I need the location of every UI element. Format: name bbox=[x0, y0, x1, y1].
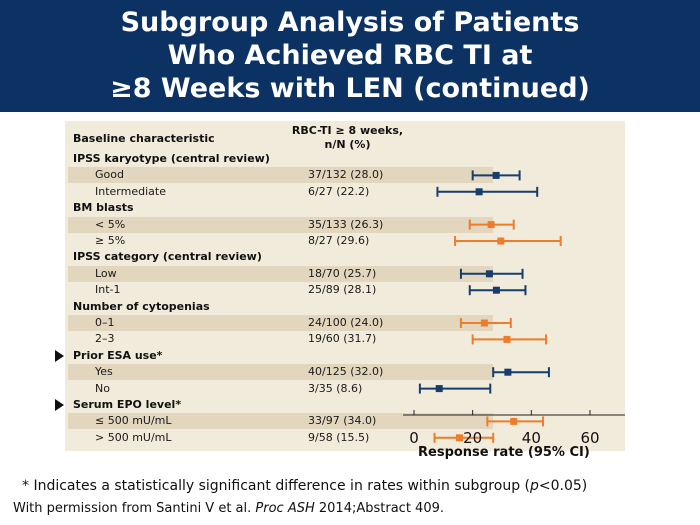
subgroup-row: No 3/35 (8.6) bbox=[68, 380, 493, 397]
subgroup-label: 0–1 bbox=[95, 316, 115, 329]
subgroup-label: Low bbox=[95, 266, 117, 280]
slide-title: Subgroup Analysis of Patients Who Achiev… bbox=[0, 6, 700, 105]
subgroup-row: ≥ 5% 8/27 (29.6) bbox=[68, 233, 493, 249]
point-estimate bbox=[475, 188, 483, 196]
subgroup-response-value: 6/27 (22.2) bbox=[308, 184, 370, 198]
slide-title-line-2: Who Achieved RBC TI at bbox=[167, 40, 533, 71]
x-tick-label: 60 bbox=[580, 429, 599, 447]
column-header-response-line-1: RBC-TI ≥ 8 weeks, bbox=[291, 124, 404, 137]
category-row: Serum EPO level* bbox=[68, 397, 493, 413]
point-estimate bbox=[503, 335, 511, 343]
subgroup-row: 2–3 19/60 (31.7) bbox=[68, 331, 493, 348]
significance-footnote: * Indicates a statistically significant … bbox=[22, 478, 587, 494]
subgroup-label: Good bbox=[95, 168, 124, 182]
permission-text-start: With permission from Santini V et al. bbox=[13, 501, 256, 516]
category-label: BM blasts bbox=[73, 201, 134, 215]
category-label: Prior ESA use* bbox=[73, 348, 163, 362]
subgroup-response-value: 3/35 (8.6) bbox=[308, 381, 363, 395]
footnote-p-symbol: p bbox=[530, 478, 539, 494]
point-estimate bbox=[504, 368, 512, 376]
subgroup-response-value: 35/133 (26.3) bbox=[308, 217, 384, 231]
subgroup-response-value: 18/70 (25.7) bbox=[308, 266, 377, 280]
subgroup-label: < 5% bbox=[95, 217, 126, 231]
category-row: IPSS karyotype (central review) bbox=[68, 151, 493, 167]
footnote-text-end: <0.05) bbox=[538, 478, 588, 494]
category-row: IPSS category (central review) bbox=[68, 249, 493, 266]
subgroup-response-value: 9/58 (15.5) bbox=[308, 430, 370, 444]
subgroup-response-value: 24/100 (24.0) bbox=[308, 316, 384, 329]
point-estimate bbox=[485, 270, 493, 278]
category-label: IPSS category (central review) bbox=[73, 250, 262, 264]
permission-footnote: With permission from Santini V et al. Pr… bbox=[13, 501, 444, 516]
category-label: Serum EPO level* bbox=[73, 398, 182, 411]
subgroup-label: Int-1 bbox=[95, 283, 121, 297]
point-estimate bbox=[480, 319, 488, 327]
significance-arrow-icon bbox=[55, 399, 64, 411]
subgroup-row: Int-1 25/89 (28.1) bbox=[68, 282, 493, 299]
x-axis-label: Response rate (95% CI) bbox=[418, 445, 590, 460]
x-tick-label: 20 bbox=[463, 429, 482, 447]
subgroup-response-value: 33/97 (34.0) bbox=[308, 414, 377, 428]
significance-arrow-icon bbox=[55, 349, 64, 362]
subgroup-label: ≥ 5% bbox=[95, 234, 126, 247]
point-estimate bbox=[455, 434, 463, 442]
subgroup-row: ≤ 500 mU/mL 33/97 (34.0) bbox=[68, 413, 493, 430]
subgroup-row: Intermediate 6/27 (22.2) bbox=[68, 183, 493, 200]
point-estimate bbox=[492, 286, 500, 294]
subgroup-row: > 500 mU/mL 9/58 (15.5) bbox=[68, 429, 493, 446]
point-estimate bbox=[435, 385, 443, 393]
column-header-response-line-2: n/N (%) bbox=[324, 138, 371, 151]
point-estimate bbox=[492, 171, 500, 179]
subgroup-response-value: 37/132 (28.0) bbox=[308, 168, 384, 182]
subgroup-row: Low 18/70 (25.7) bbox=[68, 265, 493, 282]
subgroup-response-value: 19/60 (31.7) bbox=[308, 332, 377, 346]
category-label: Number of cytopenias bbox=[73, 299, 210, 313]
point-estimate bbox=[487, 221, 495, 229]
permission-text-end: 2014;Abstract 409. bbox=[314, 501, 444, 516]
category-row: Number of cytopenias bbox=[68, 298, 493, 315]
subgroup-label: > 500 mU/mL bbox=[95, 430, 172, 444]
slide-title-line-1: Subgroup Analysis of Patients bbox=[120, 7, 580, 38]
x-tick-label: 0 bbox=[409, 429, 419, 447]
subgroup-response-value: 40/125 (32.0) bbox=[308, 365, 384, 379]
column-header-characteristic: Baseline characteristic bbox=[73, 132, 215, 145]
category-label: IPSS karyotype (central review) bbox=[73, 152, 270, 165]
category-row: Prior ESA use* bbox=[68, 347, 493, 364]
subgroup-label: Intermediate bbox=[95, 184, 166, 198]
footnote-text-start: * Indicates a statistically significant … bbox=[22, 478, 530, 494]
category-row: BM blasts bbox=[68, 200, 493, 217]
point-estimate bbox=[510, 417, 518, 425]
permission-journal: Proc ASH bbox=[255, 501, 315, 516]
subgroup-row: 0–1 24/100 (24.0) bbox=[68, 315, 493, 331]
subgroup-label: No bbox=[95, 381, 110, 395]
subgroup-row: Good 37/132 (28.0) bbox=[68, 167, 493, 184]
subgroup-label: 2–3 bbox=[95, 332, 115, 346]
subgroup-label: Yes bbox=[95, 365, 113, 379]
title-banner: Subgroup Analysis of Patients Who Achiev… bbox=[0, 0, 700, 112]
column-header-response: RBC-TI ≥ 8 weeks, n/N (%) bbox=[260, 124, 435, 152]
point-estimate bbox=[497, 237, 505, 245]
subgroup-row: Yes 40/125 (32.0) bbox=[68, 364, 493, 381]
subgroup-response-value: 8/27 (29.6) bbox=[308, 234, 370, 247]
subgroup-response-value: 25/89 (28.1) bbox=[308, 283, 377, 297]
x-tick-label: 40 bbox=[522, 429, 541, 447]
subgroup-row: < 5% 35/133 (26.3) bbox=[68, 216, 493, 233]
subgroup-label: ≤ 500 mU/mL bbox=[95, 414, 172, 428]
slide-title-line-3: ≥8 Weeks with LEN (continued) bbox=[110, 73, 590, 104]
